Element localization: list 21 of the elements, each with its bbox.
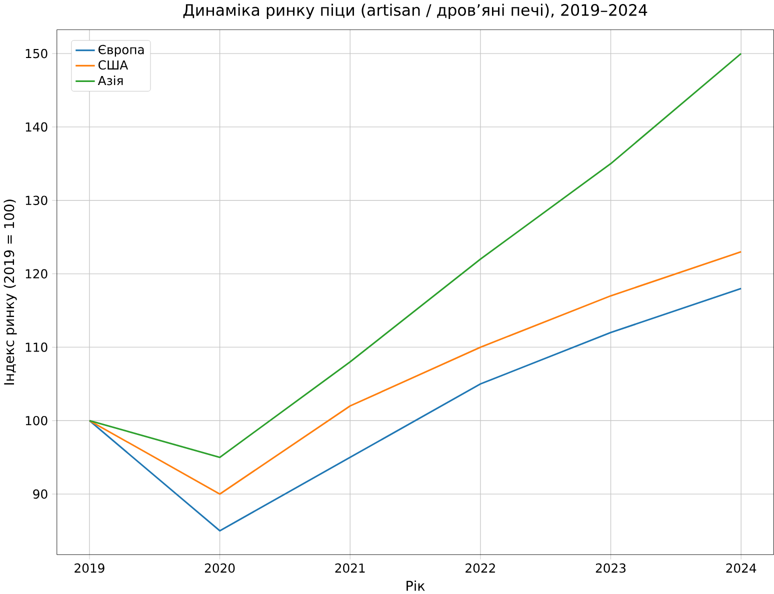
y-tick-label: 140	[26, 122, 48, 132]
line-series	[88, 287, 742, 532]
x-tick-label: 2021	[335, 563, 365, 573]
y-tick-label: 150	[26, 48, 48, 58]
x-tick-label: 2022	[466, 563, 495, 573]
y-tick-label: 90	[33, 489, 48, 499]
y-tick-label: 100	[26, 416, 48, 426]
x-tick-label: 2024	[726, 563, 756, 573]
legend-label: Азія	[98, 75, 123, 85]
legend-label: Європа	[98, 44, 144, 56]
chart-title: Динаміка ринку піци (artisan / дров’яні печі), 2019–2024	[183, 4, 648, 19]
y-tick-label: 130	[26, 195, 48, 205]
x-tick-label: 2023	[596, 563, 626, 573]
legend-label: США	[98, 60, 128, 70]
y-tick-label: 120	[26, 268, 48, 278]
y-tick-label: 110	[26, 342, 48, 352]
x-tick-label: 2019	[74, 563, 104, 573]
x-tick-label: 2020	[204, 563, 235, 573]
line-series	[88, 250, 742, 495]
x-axis-title: Рік	[406, 580, 425, 590]
y-axis-title: Індекс ринку (2019 = 100)	[4, 199, 17, 384]
